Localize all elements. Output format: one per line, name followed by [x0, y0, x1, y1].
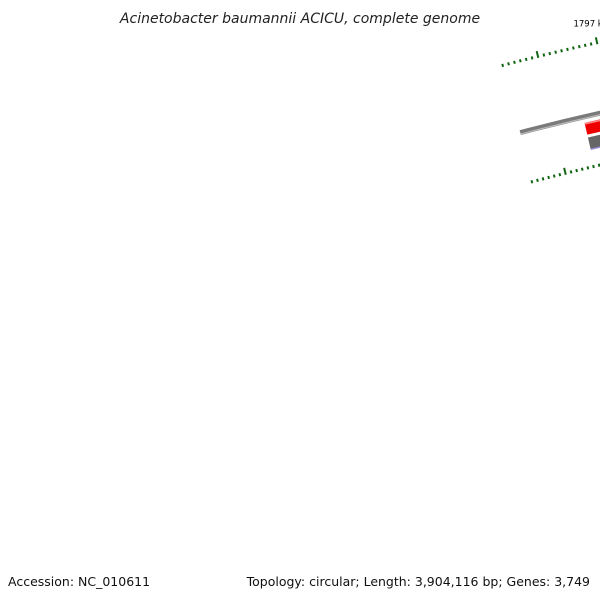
outer-minor-tick: [501, 63, 505, 68]
outer-minor-tick: [548, 51, 552, 56]
inner-tick-ring: [530, 163, 600, 184]
map-title: Acinetobacter baumannii ACICU, complete …: [119, 11, 480, 27]
inner-minor-tick: [558, 172, 562, 177]
outer-minor-tick: [530, 56, 534, 60]
outer-minor-tick: [513, 60, 516, 65]
inner-minor-tick: [541, 177, 545, 181]
inner-minor-tick: [575, 168, 578, 173]
outer-major-tick: [594, 37, 599, 45]
inner-minor-tick: [530, 180, 534, 184]
reverse-gene-shadow: [590, 146, 600, 151]
outer-minor-tick: [554, 50, 557, 54]
inner-minor-tick: [597, 163, 600, 167]
outer-tick-ring: 1790 kbp1791 kbp1792 kbp1793 kbp1794 kbp…: [501, 20, 600, 68]
reverse-gene-ACICU_01681: [587, 134, 600, 150]
outer-minor-tick: [524, 57, 528, 62]
outer-minor-tick: [560, 49, 563, 53]
inner-major-tick: [563, 167, 567, 175]
forward-gene-highlight: [584, 119, 600, 125]
tick-label: 1797 kbp: [573, 20, 600, 30]
inner-minor-tick: [569, 170, 573, 174]
outer-major-tick: [535, 50, 540, 59]
inner-minor-tick: [586, 166, 590, 170]
topology-text: Topology: circular; Length: 3,904,116 bp…: [246, 574, 590, 589]
backbone-highlight: [520, 114, 600, 135]
genome-backbone: [519, 110, 600, 136]
inner-minor-tick: [552, 174, 556, 178]
outer-minor-tick: [518, 59, 522, 63]
outer-minor-tick: [507, 62, 510, 66]
inner-minor-tick: [547, 175, 550, 180]
backbone-arc: [519, 110, 600, 136]
reverse-strand-genes: [587, 134, 600, 151]
outer-minor-tick: [577, 44, 581, 49]
forward-gene-arrow: [584, 119, 600, 135]
accession-text: Accession: NC_010611: [8, 574, 150, 589]
inner-minor-tick: [580, 167, 584, 171]
inner-minor-tick: [536, 178, 539, 183]
outer-minor-tick: [572, 46, 575, 50]
outer-minor-tick: [542, 53, 546, 57]
forward-strand-genes: [584, 119, 600, 135]
outer-minor-tick: [566, 47, 569, 52]
inner-minor-tick: [592, 164, 595, 169]
outer-minor-tick: [589, 42, 593, 46]
outer-minor-tick: [583, 43, 587, 48]
